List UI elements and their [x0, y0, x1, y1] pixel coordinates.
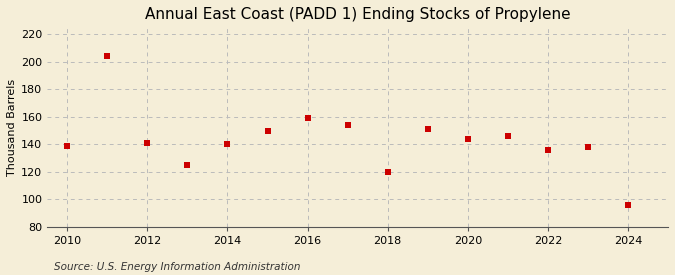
- Text: Source: U.S. Energy Information Administration: Source: U.S. Energy Information Administ…: [54, 262, 300, 272]
- Point: [262, 128, 273, 133]
- Point: [462, 137, 473, 141]
- Point: [142, 141, 153, 145]
- Point: [102, 54, 113, 58]
- Point: [342, 123, 353, 127]
- Y-axis label: Thousand Barrels: Thousand Barrels: [7, 79, 17, 176]
- Point: [222, 142, 233, 147]
- Point: [302, 116, 313, 120]
- Point: [502, 134, 513, 138]
- Point: [622, 203, 633, 207]
- Point: [543, 148, 554, 152]
- Title: Annual East Coast (PADD 1) Ending Stocks of Propylene: Annual East Coast (PADD 1) Ending Stocks…: [145, 7, 570, 22]
- Point: [62, 144, 73, 148]
- Point: [583, 145, 593, 149]
- Point: [182, 163, 193, 167]
- Point: [382, 170, 393, 174]
- Point: [423, 127, 433, 131]
